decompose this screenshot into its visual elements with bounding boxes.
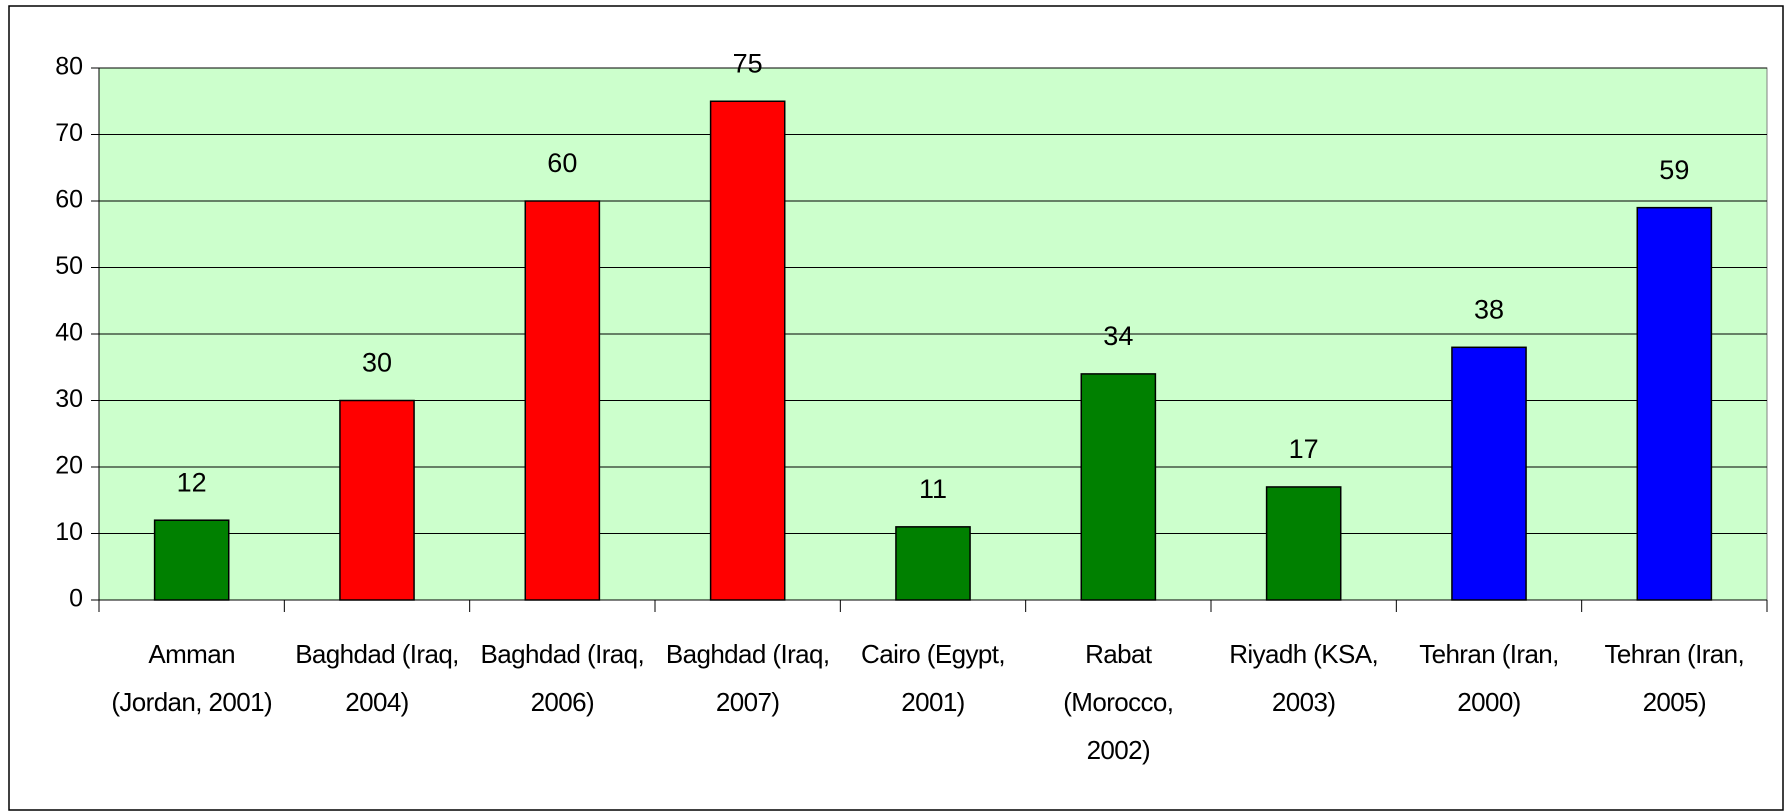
- y-tick-label: 40: [55, 319, 83, 347]
- x-tick-label: Baghdad (Iraq, 2004): [295, 639, 459, 717]
- y-tick-label: 50: [55, 252, 83, 280]
- data-label: 75: [733, 48, 763, 78]
- bar: [524, 200, 601, 601]
- bar: [1636, 206, 1713, 601]
- x-tick-label: Tehran (Iran, 2000): [1419, 639, 1559, 717]
- y-tick-label: 30: [55, 385, 83, 413]
- bar: [1451, 346, 1527, 601]
- y-tick-label: 20: [55, 452, 83, 480]
- data-label: 38: [1474, 294, 1504, 324]
- y-tick-label: 70: [55, 119, 83, 147]
- data-label: 30: [362, 348, 392, 378]
- x-tick-label: Baghdad (Iraq, 2007): [665, 639, 830, 717]
- x-tick-label: Riyadh (KSA, 2003): [1229, 639, 1379, 717]
- y-tick-label: 0: [69, 585, 83, 613]
- x-tick-label: Amman (Jordan, 2001): [111, 639, 273, 717]
- data-label: 34: [1103, 321, 1133, 351]
- x-tick-label: Rabat (Morocco, 2002): [1063, 639, 1174, 765]
- y-tick-label: 10: [55, 518, 83, 546]
- x-tick-label: Tehran (Iran, 2005): [1604, 639, 1745, 717]
- data-label: 12: [177, 467, 207, 497]
- bar: [895, 526, 971, 601]
- y-tick-label: 80: [55, 53, 83, 81]
- bar: [709, 100, 786, 601]
- bar: [1080, 373, 1157, 601]
- data-label: 59: [1659, 155, 1689, 185]
- data-label: 60: [547, 148, 577, 178]
- data-label: 17: [1289, 434, 1319, 464]
- x-tick-label: Baghdad (Iraq, 2006): [480, 639, 645, 717]
- y-tick-label: 60: [55, 186, 83, 214]
- bar: [1265, 486, 1342, 601]
- bar: [339, 399, 415, 601]
- bar: [153, 519, 230, 601]
- data-label: 11: [919, 474, 947, 504]
- x-tick-label: Cairo (Egypt, 2001): [861, 639, 1006, 717]
